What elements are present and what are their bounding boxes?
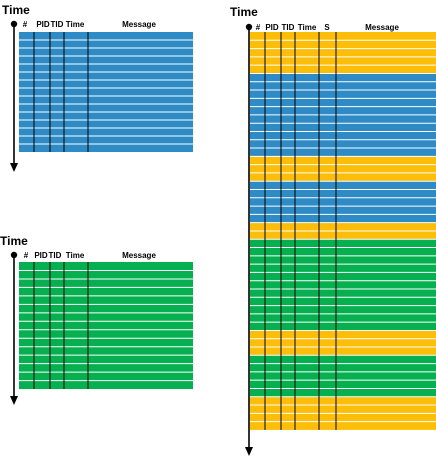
column-header: Time xyxy=(298,23,317,32)
green-segment xyxy=(19,262,193,390)
column-header: # xyxy=(24,251,29,260)
green-segment xyxy=(250,239,436,331)
green-log-panel: # PID TID Time Message Time xyxy=(0,234,193,405)
blue-segment xyxy=(19,32,193,152)
green-segment xyxy=(250,355,436,397)
column-header: PID xyxy=(265,23,279,32)
column-header: PID xyxy=(34,251,48,260)
column-header: Time xyxy=(66,251,85,260)
column-header: Time xyxy=(66,20,85,29)
time-axis-label: Time xyxy=(0,234,28,248)
blue-segment xyxy=(250,181,436,223)
time-axis-label: Time xyxy=(230,5,258,19)
column-header: # xyxy=(256,23,261,32)
time-axis-arrowhead xyxy=(10,163,18,172)
column-header: Message xyxy=(122,251,156,260)
column-header: Message xyxy=(365,23,399,32)
column-header: TID xyxy=(51,20,64,29)
time-axis-arrowhead xyxy=(245,447,253,456)
column-header: TID xyxy=(49,251,62,260)
column-header: PID xyxy=(36,20,50,29)
time-axis-label: Time xyxy=(2,3,30,17)
orange-segment xyxy=(250,32,436,74)
column-header: Message xyxy=(122,20,156,29)
column-header: S xyxy=(324,23,330,32)
orange-segment xyxy=(250,156,436,182)
column-header: TID xyxy=(282,23,295,32)
time-axis-arrowhead xyxy=(10,396,18,405)
orange-segment xyxy=(250,330,436,356)
column-header: # xyxy=(23,20,28,29)
